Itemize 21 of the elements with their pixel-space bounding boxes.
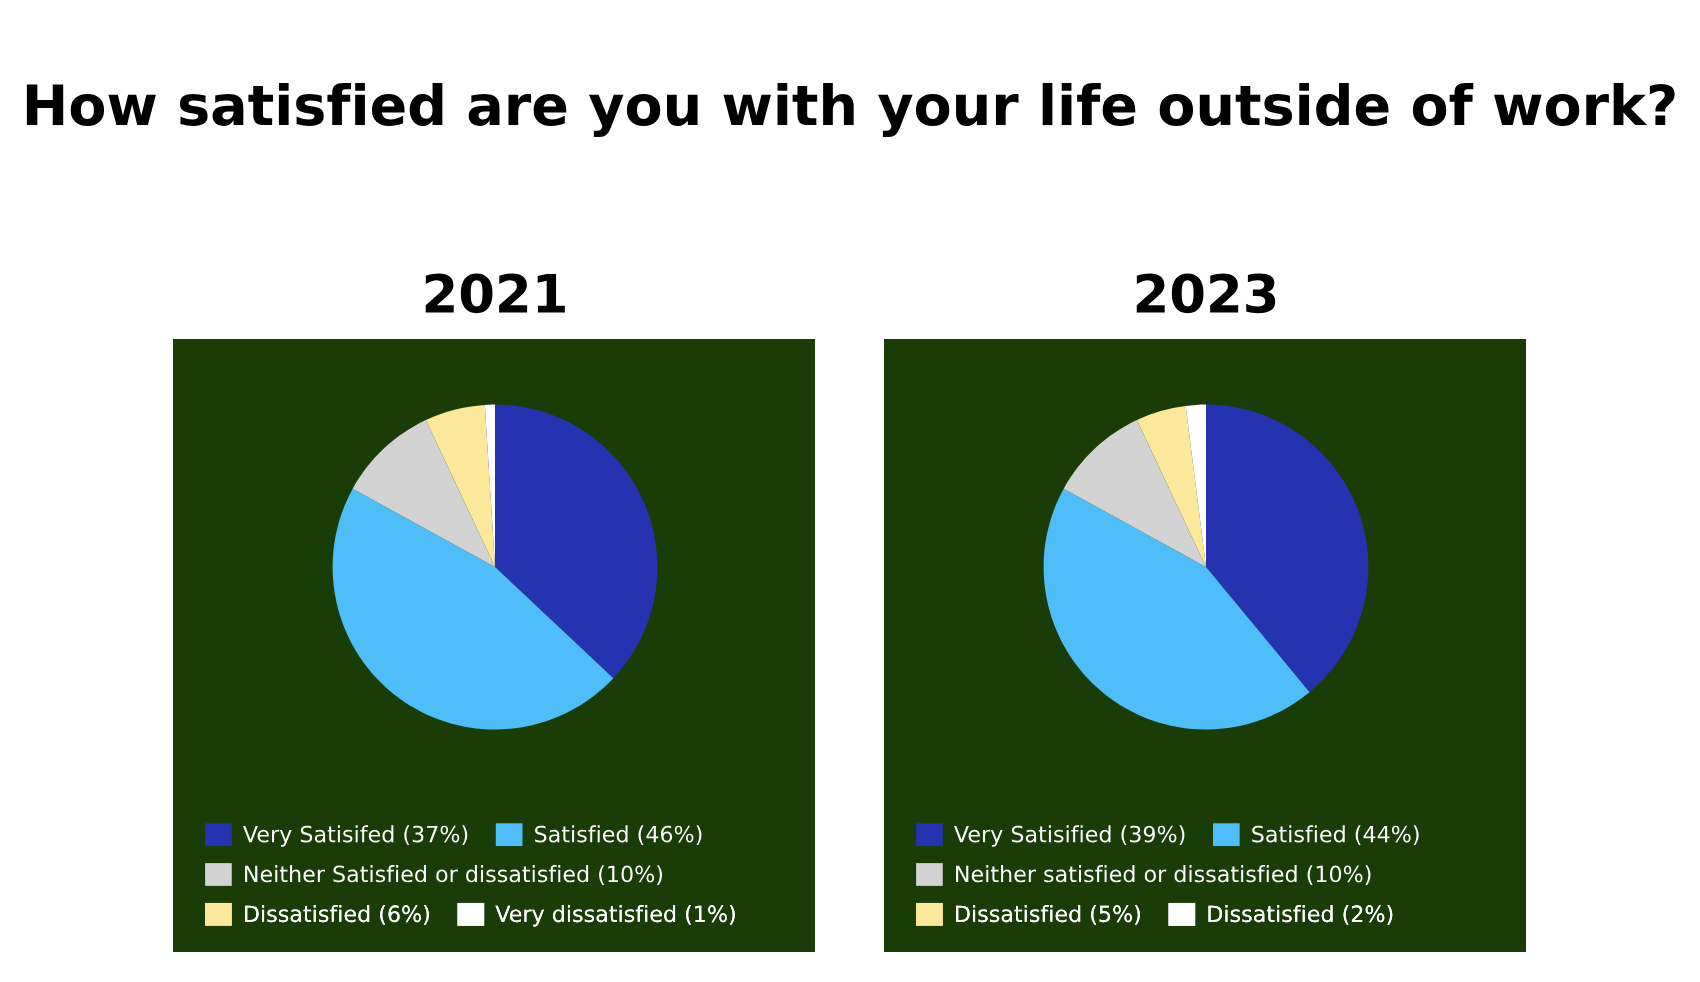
- pie-slice: [1206, 404, 1369, 693]
- legend-label: Satisfied (44%): [1252, 825, 1419, 846]
- legend-label: Very dissatisfied (1%): [495, 904, 735, 927]
- legend-label: Neither satisfied or dissatisfied (10%): [956, 865, 1371, 885]
- pie-slice: [1136, 405, 1206, 567]
- chart-title: 2021: [425, 273, 565, 314]
- text: How satisfied are you with your life outside of work?: [26, 82, 1675, 138]
- chart-title: 2023: [1136, 273, 1276, 314]
- legend-label: Dissatisfied (5%): [956, 904, 1140, 925]
- legend-label: Very Satisifed (37%): [243, 825, 468, 847]
- pie-slice: [425, 404, 495, 567]
- legend-label: Dissatisfied (6%): [245, 904, 429, 925]
- legend-label: Dissatisfied (2%): [1208, 904, 1393, 925]
- pie-slice: [332, 488, 614, 730]
- pie-slice: [495, 404, 658, 679]
- legend-label: Very Satisified (39%): [954, 825, 1185, 847]
- legend-label: Neither Satisfied or dissatisfied (10%): [245, 865, 663, 885]
- legend-label: Satisfied (46%): [535, 825, 702, 846]
- pie-slice: [352, 420, 495, 567]
- pie-slice: [1063, 420, 1206, 567]
- pie-slice: [1043, 488, 1310, 730]
